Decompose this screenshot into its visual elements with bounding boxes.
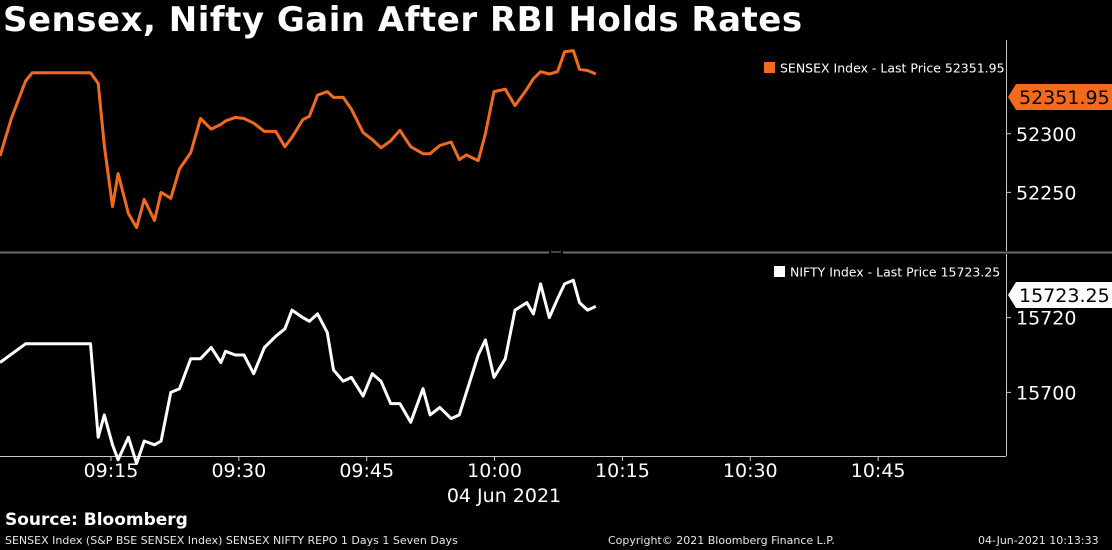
nifty-legend-label: NIFTY Index - Last Price 15723.25 xyxy=(790,265,1000,280)
sensex-last-price-tag xyxy=(1008,84,1112,110)
x-tick-label: 09:30 xyxy=(211,460,266,482)
x-tick-label: 10:00 xyxy=(467,460,522,482)
nifty-legend-swatch xyxy=(774,266,785,277)
x-tick-label: 10:30 xyxy=(723,460,778,482)
source-label: Source: Bloomberg xyxy=(5,510,188,530)
sensex-last-price-value: 52351.95 xyxy=(1019,87,1110,109)
nifty-ytick-label: 15700 xyxy=(1016,382,1076,404)
x-tick-label: 10:45 xyxy=(851,460,906,482)
footer-timestamp: 04-Jun-2021 10:13:33 xyxy=(978,534,1099,547)
x-tick-label: 10:15 xyxy=(595,460,650,482)
sensex-ytick-label: 52300 xyxy=(1016,124,1076,146)
sensex-legend-swatch xyxy=(764,62,775,73)
footer-copyright: Copyright© 2021 Bloomberg Finance L.P. xyxy=(608,534,835,547)
nifty-series-line xyxy=(0,278,597,465)
x-tick-label: 09:45 xyxy=(339,460,394,482)
nifty-ytick-label: 15720 xyxy=(1016,308,1076,330)
x-tick-label: 09:15 xyxy=(84,460,139,482)
sensex-series-line xyxy=(0,49,597,230)
nifty-last-price-value: 15723.25 xyxy=(1019,285,1110,307)
footer-series-info: SENSEX Index (S&P BSE SENSEX Index) SENS… xyxy=(5,534,458,547)
sensex-ytick-label: 52250 xyxy=(1016,182,1076,204)
nifty-last-price-tag xyxy=(1008,282,1112,308)
tick-group: 52250 52300 15700 15720 09:15 09:30 09:45 10:00… xyxy=(84,124,1077,482)
chart-title: Sensex, Nifty Gain After RBI Holds Rates xyxy=(3,0,803,40)
sensex-legend-label: SENSEX Index - Last Price 52351.95 xyxy=(780,61,1005,76)
x-axis-date-label: 04 Jun 2021 xyxy=(447,485,561,507)
